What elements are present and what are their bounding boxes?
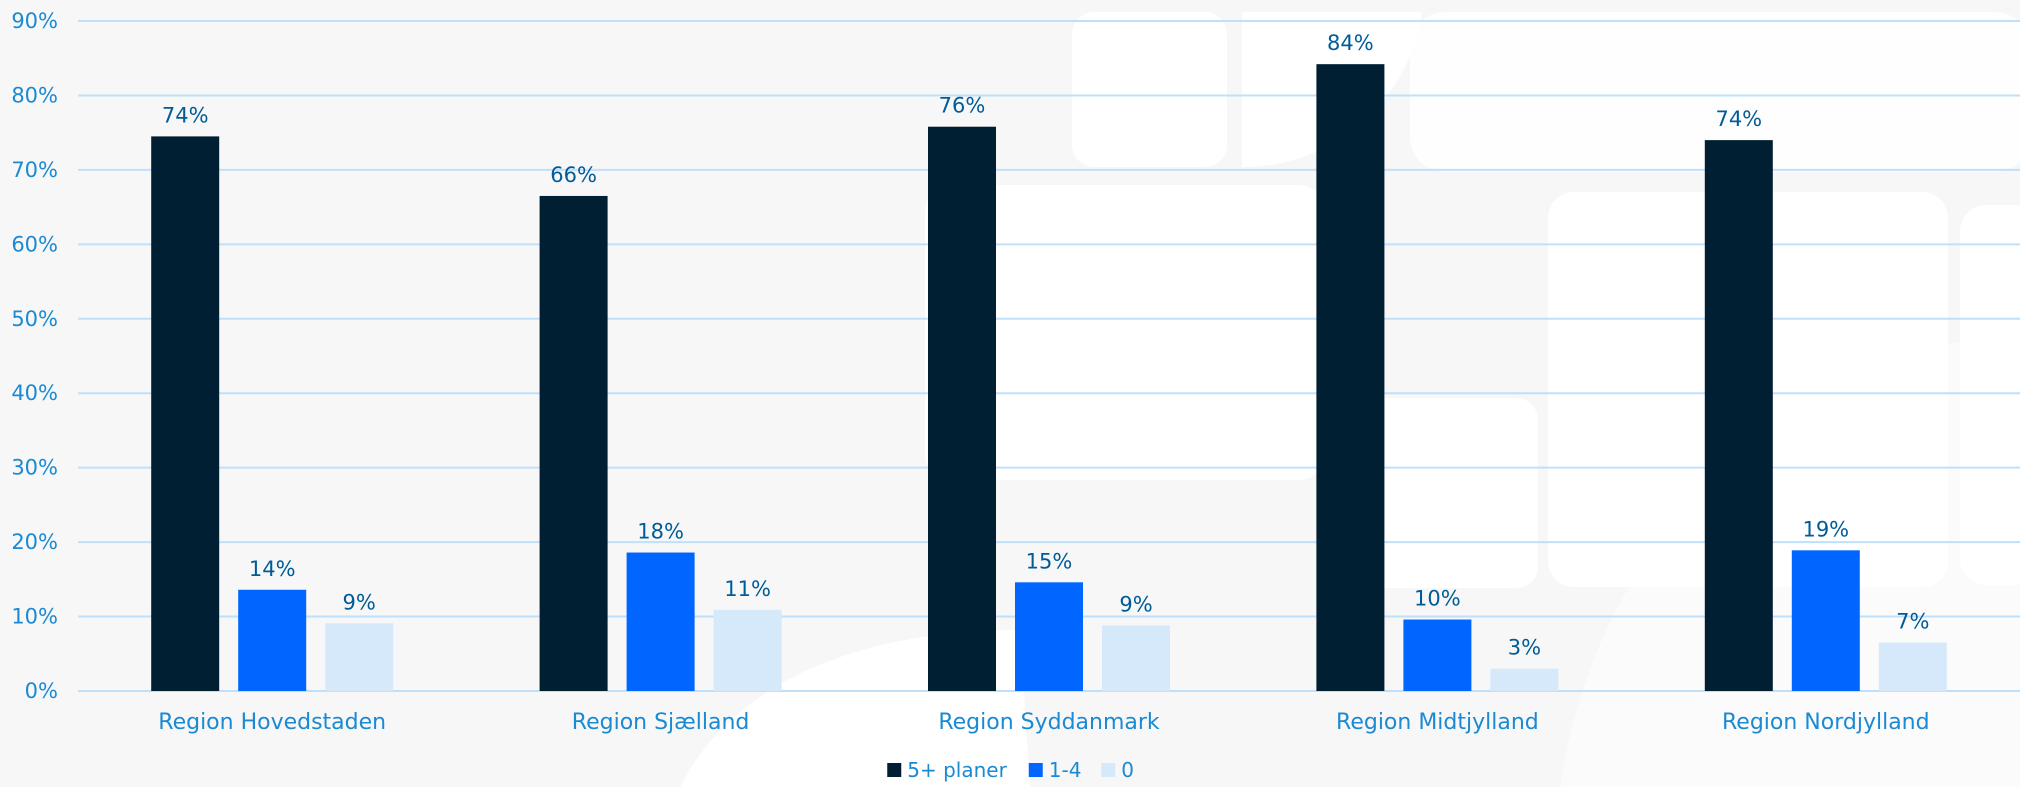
y-tick-label: 80% <box>11 83 58 107</box>
y-tick-label: 10% <box>11 605 58 629</box>
data-label: 7% <box>1896 610 1929 634</box>
bar <box>1791 550 1860 691</box>
bar <box>1102 625 1170 691</box>
data-label: 11% <box>724 577 771 601</box>
legend: 5+ planer 1-4 0 <box>887 758 1134 782</box>
data-label: 84% <box>1327 31 1374 55</box>
data-label: 10% <box>1414 587 1461 611</box>
x-category-label: Region Midtjylland <box>1336 710 1539 735</box>
x-axis-category-labels: Region Hovedstaden Region Sjælland Region … <box>158 710 1929 735</box>
legend-label: 0 <box>1121 758 1134 782</box>
y-tick-label: 60% <box>11 232 58 256</box>
y-tick-label: 0% <box>25 679 58 703</box>
y-axis-tick-labels: 0% 10% 20% 30% 40% 50% 60% 70% 80% 90% <box>11 9 58 703</box>
y-tick-label: 90% <box>11 9 58 33</box>
data-label: 66% <box>550 163 597 187</box>
data-label: 74% <box>162 103 209 127</box>
legend-swatch <box>887 763 902 777</box>
legend-label: 1-4 <box>1049 758 1082 782</box>
bar <box>325 623 394 691</box>
y-tick-label: 50% <box>11 307 58 331</box>
data-label: 74% <box>1715 107 1762 131</box>
bar <box>151 136 220 691</box>
x-category-label: Region Sjælland <box>572 710 750 735</box>
y-tick-label: 40% <box>11 381 58 405</box>
data-label: 18% <box>637 520 684 544</box>
legend-label: 5+ planer <box>907 758 1007 782</box>
data-label: 9% <box>1119 592 1152 616</box>
bar <box>539 195 608 691</box>
bar <box>928 126 996 691</box>
data-label: 15% <box>1026 549 1073 573</box>
data-label: 3% <box>1508 636 1541 660</box>
data-labels: 74% 14% 9% 66% 18% 11% 76% 15% 9% 84% 10% 3% 74% 19% 7… <box>162 31 1930 659</box>
bars <box>151 64 1947 692</box>
data-label: 14% <box>249 557 296 581</box>
x-category-label: Region Hovedstaden <box>158 710 386 735</box>
legend-swatch <box>1101 763 1116 777</box>
bar <box>713 609 782 691</box>
y-tick-label: 30% <box>11 456 58 480</box>
bar <box>1316 64 1385 691</box>
legend-swatch <box>1028 763 1043 777</box>
bar <box>1878 642 1947 691</box>
bar <box>1015 582 1083 691</box>
y-tick-label: 70% <box>11 158 58 182</box>
bar <box>626 552 695 691</box>
data-label: 9% <box>343 590 376 614</box>
x-category-label: Region Syddanmark <box>938 710 1160 735</box>
bar <box>1490 668 1559 691</box>
data-label: 19% <box>1802 517 1849 541</box>
data-label: 76% <box>939 94 986 118</box>
gridlines <box>78 20 2020 692</box>
y-tick-label: 20% <box>11 530 58 554</box>
bar <box>1403 619 1472 691</box>
bar <box>238 589 307 691</box>
bar <box>1704 140 1773 692</box>
x-category-label: Region Nordjylland <box>1722 710 1930 735</box>
